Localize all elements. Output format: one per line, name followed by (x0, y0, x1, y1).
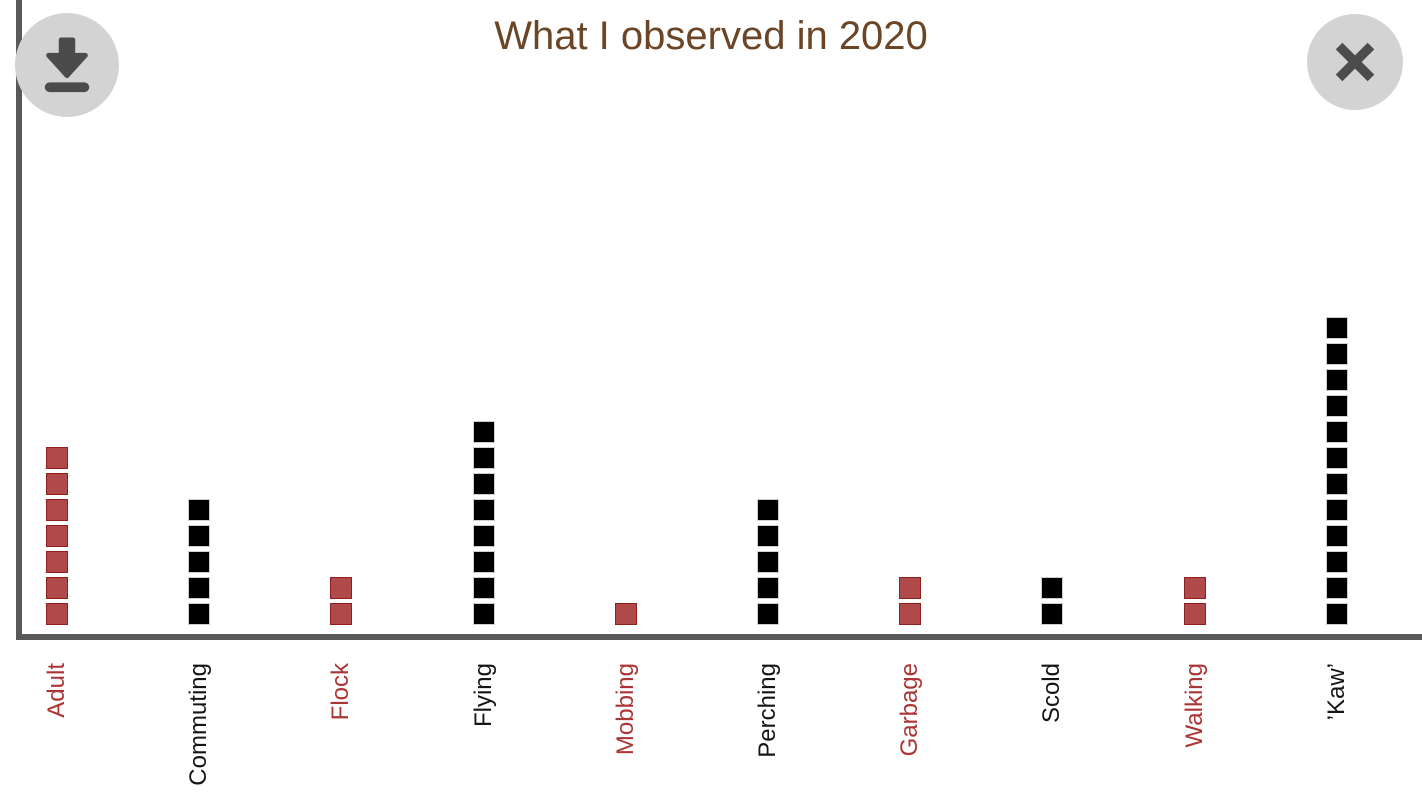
unit-square (46, 499, 68, 521)
unit-square (757, 551, 779, 573)
unit-square (188, 499, 211, 521)
bar-column-garbage (899, 577, 922, 625)
close-button[interactable] (1307, 14, 1403, 110)
x-tick-label-flock: Flock (327, 663, 355, 721)
download-button[interactable] (15, 13, 119, 117)
bar-column-scold (1041, 577, 1064, 625)
x-tick-label-flying: Flying (469, 663, 497, 728)
unit-square (1183, 577, 1206, 599)
unit-square (472, 473, 495, 495)
unit-square (757, 577, 779, 599)
bar-column-kaw (1325, 317, 1348, 625)
x-tick-label-adult: Adult (42, 663, 70, 718)
bar-column-commuting (188, 499, 211, 625)
unit-square (188, 577, 211, 599)
unit-square (46, 551, 68, 573)
y-axis (16, 0, 22, 640)
unit-square (1325, 447, 1348, 469)
unit-square (188, 525, 211, 547)
unit-square (1325, 603, 1348, 625)
unit-square (1041, 577, 1064, 599)
bar-column-perching (757, 499, 779, 625)
unit-square (614, 603, 637, 625)
unit-square (188, 551, 211, 573)
unit-square (1183, 603, 1206, 625)
unit-square (472, 603, 495, 625)
download-icon (36, 36, 98, 94)
unit-square (1325, 525, 1348, 547)
bar-column-adult (46, 447, 68, 625)
x-tick-label-kaw: ’Kaw’ (1322, 663, 1350, 721)
x-tick-label-scold: Scold (1038, 663, 1066, 724)
bar-column-mobbing (614, 603, 637, 625)
unit-square (1325, 421, 1348, 443)
x-tick-label-mobbing: Mobbing (611, 663, 639, 756)
unit-square (899, 603, 922, 625)
x-tick-label-perching: Perching (753, 663, 781, 758)
bar-column-flying (472, 421, 495, 625)
unit-square (472, 499, 495, 521)
unit-square (472, 525, 495, 547)
unit-square (46, 447, 68, 469)
unit-square (1325, 369, 1348, 391)
unit-square (757, 499, 779, 521)
x-axis (16, 634, 1422, 640)
unit-square (472, 577, 495, 599)
unit-square (46, 603, 68, 625)
chart-title: What I observed in 2020 (494, 14, 928, 58)
unit-square (330, 577, 353, 599)
unit-square (757, 525, 779, 547)
unit-square (1325, 395, 1348, 417)
unit-square (46, 577, 68, 599)
x-tick-label-commuting: Commuting (184, 663, 212, 786)
unit-square (1325, 499, 1348, 521)
unit-square (1325, 577, 1348, 599)
unit-square (46, 473, 68, 495)
unit-square (757, 603, 779, 625)
unit-square (188, 603, 211, 625)
close-icon (1326, 33, 1384, 91)
unit-square (1325, 317, 1348, 339)
unit-square (1325, 343, 1348, 365)
x-tick-label-garbage: Garbage (895, 663, 923, 757)
unit-square (472, 551, 495, 573)
unit-square (1325, 473, 1348, 495)
x-tick-label-walking: Walking (1180, 663, 1208, 748)
unit-square (899, 577, 922, 599)
unit-square (46, 525, 68, 547)
bar-column-walking (1183, 577, 1206, 625)
bar-column-flock (330, 577, 353, 625)
unit-square (1325, 551, 1348, 573)
unit-square (472, 421, 495, 443)
unit-square (1041, 603, 1064, 625)
unit-square (472, 447, 495, 469)
unit-square (330, 603, 353, 625)
